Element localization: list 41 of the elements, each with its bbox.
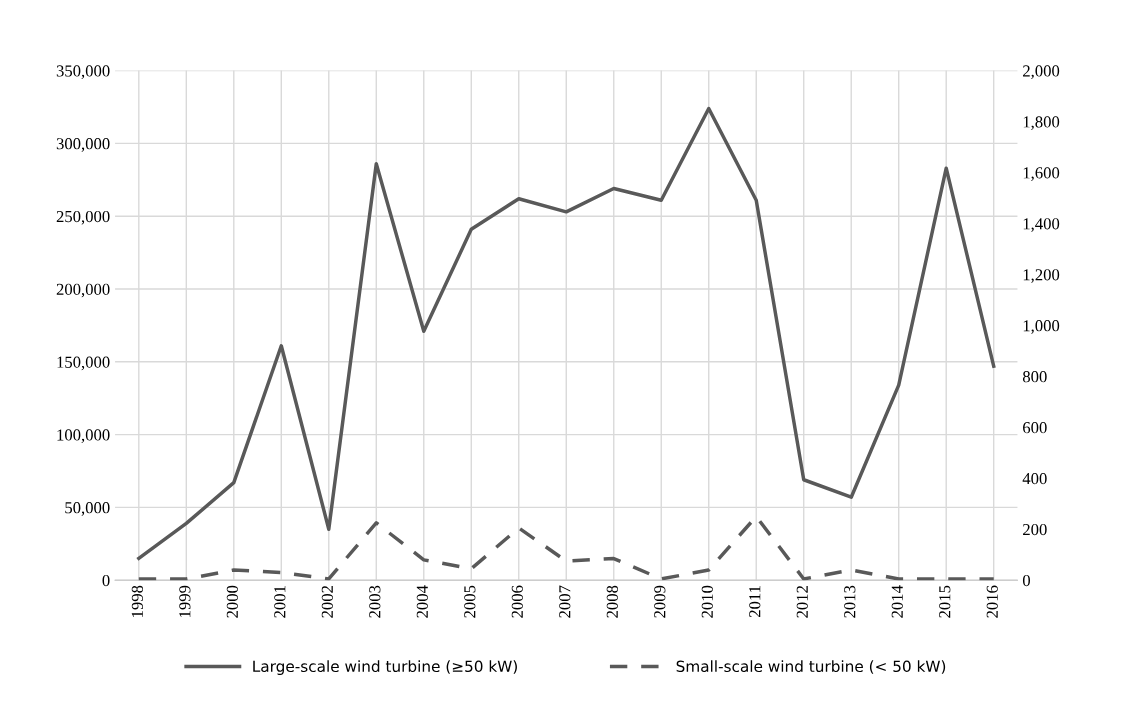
x-tick-label: 2010 [701,585,713,618]
y-tick-label: 350,000 [56,65,110,79]
y2-tick-label: 800 [1022,371,1047,383]
y2-tick-label: 400 [1022,473,1047,485]
y-tick-label: 0 [102,574,110,587]
y-tick-label: 100,000 [57,429,110,443]
y-tick-label: 250,000 [56,210,110,225]
y2-tick-label: 1,000 [1023,320,1060,334]
y2-tick-label: 2,000 [1023,65,1060,79]
x-tick-label: 2011 [749,586,761,618]
x-tick-label: 2001 [274,586,286,618]
x-tick-label: 2013 [844,585,856,618]
x-tick-label: 2000 [226,585,238,618]
line-series [137,106,996,561]
x-tick-label: 1999 [179,585,191,617]
x-tick-label: 2008 [606,585,618,618]
y-tick-label: 150,000 [57,356,110,371]
legend-label: Large-scale wind turbine (≥50 kW) [253,660,517,675]
x-tick-label: 2009 [654,585,666,618]
y2-tick-label: 1,200 [1023,269,1060,283]
x-tick-label: 2016 [986,585,998,618]
legend-label: Small-scale wind turbine (< 50 kW) [676,660,946,674]
x-tick-label: 2015 [939,585,951,618]
y-tick-label: 50,000 [65,502,110,516]
x-tick-label: 2007 [559,585,571,618]
y2-tick-label: 0 [1022,574,1031,587]
x-tick-label: 2004 [416,585,428,618]
x-tick-label: 2003 [369,585,381,618]
x-tick-label: 1998 [131,585,143,617]
x-tick-label: 2012 [796,586,808,618]
x-tick-label: 2014 [891,585,903,618]
y-tick-label: 300,000 [56,138,110,152]
x-tick-label: 2002 [321,586,333,618]
y2-tick-label: 1,400 [1023,218,1060,232]
y2-tick-label: 1,800 [1023,116,1060,130]
y2-tick-label: 200 [1023,523,1047,536]
y2-tick-label: 1,600 [1023,167,1060,181]
y-tick-label: 200,000 [56,283,110,298]
x-tick-label: 2006 [511,585,523,618]
x-tick-label: 2005 [464,585,476,618]
y2-tick-label: 600 [1023,422,1047,434]
